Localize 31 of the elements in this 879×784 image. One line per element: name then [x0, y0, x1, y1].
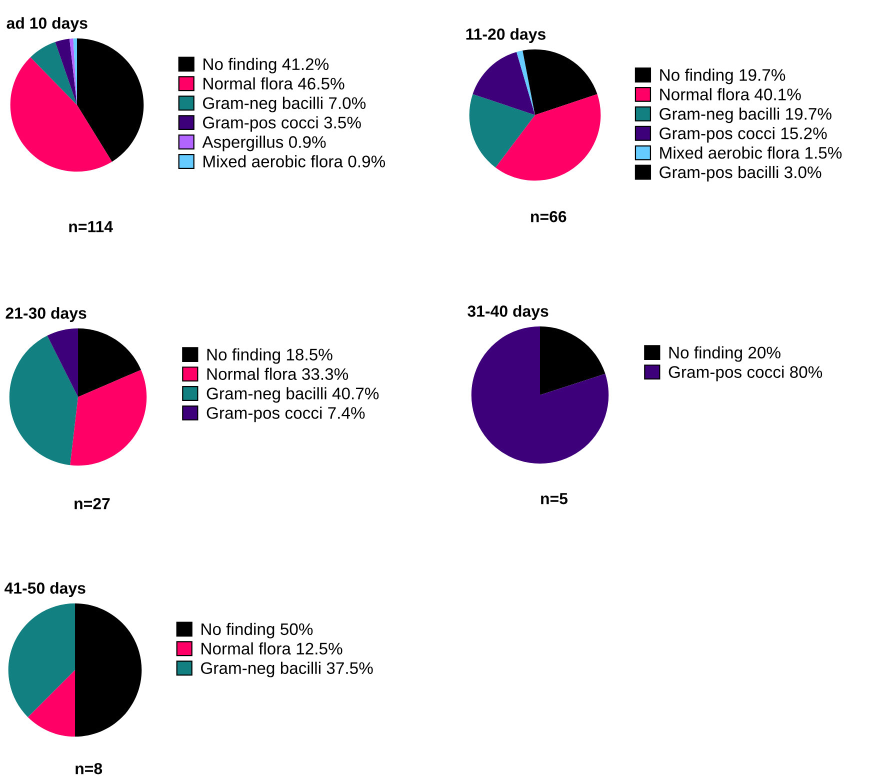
text: n=8 [76, 762, 102, 774]
legend-label: Gram-pos cocci 15.2% [660, 127, 827, 143]
legend-label: Normal flora 40.1% [660, 88, 801, 100]
chart-title: ad 10 days [6, 17, 88, 32]
chart-title: 21-30 days [6, 307, 86, 322]
chart-title: 31-40 days [468, 305, 548, 320]
legend-label: Gram-pos cocci 3.5% [203, 116, 361, 132]
legend-label: Gram-neg bacilli 40.7% [206, 387, 379, 403]
text: n=27 [74, 498, 110, 510]
legend-label: Normal flora 12.5% [202, 642, 342, 655]
legend-label: No finding 20% [669, 346, 780, 362]
legend-label: Aspergillus 0.9% [202, 136, 326, 152]
legend-label: Mixed aerobic flora 0.9% [204, 155, 386, 168]
legend-label: No finding 50% [202, 622, 313, 638]
legend-label: No finding 41.2% [204, 58, 329, 74]
legend-label: No finding 19.7% [660, 68, 786, 84]
legend-label: Gram-neg bacilli 7.0% [203, 96, 366, 112]
legend-label: Gram-neg bacilli 19.7% [660, 108, 832, 124]
text: n=5 [541, 493, 568, 504]
legend-label: Gram-pos cocci 7.4% [206, 406, 365, 422]
legend-label: Gram-pos cocci 80% [668, 366, 822, 382]
chart-title: 41-50 days [4, 582, 86, 597]
legend-label: Normal flora 46.5% [204, 77, 344, 90]
legend-label: Normal flora 33.3% [207, 368, 348, 380]
legend-label: Gram-pos bacilli 3.0% [660, 166, 822, 182]
text: n=66 [531, 210, 566, 222]
text: n=114 [69, 221, 113, 232]
chart-title: 11-20 days [466, 28, 546, 43]
legend-label: Gram-neg bacilli 37.5% [201, 662, 373, 678]
legend-label: Mixed aerobic flora 1.5% [660, 146, 842, 159]
legend-label: No finding 18.5% [207, 348, 332, 364]
